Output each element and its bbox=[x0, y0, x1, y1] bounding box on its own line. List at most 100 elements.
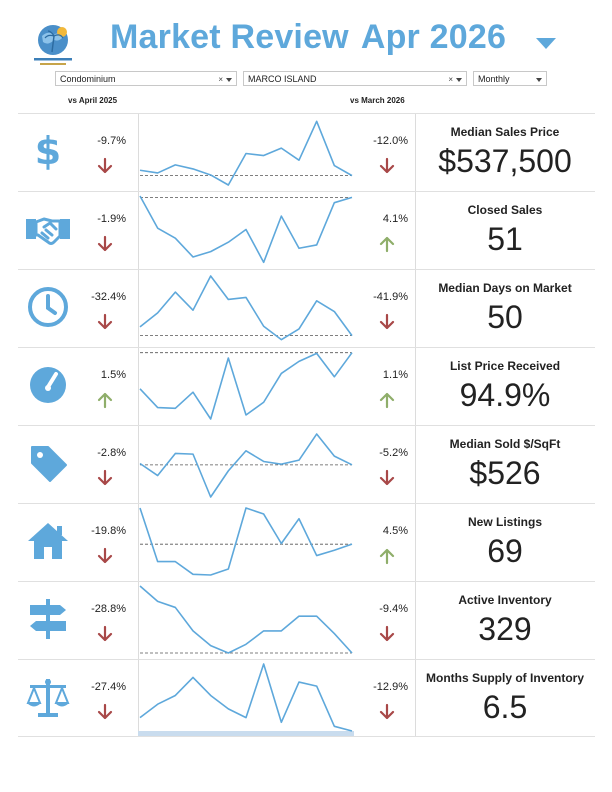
vs-year-change: -2.8% bbox=[97, 447, 126, 459]
metric-row: -28.8% -9.4% Active Inventory 329 bbox=[18, 581, 595, 659]
area-select[interactable]: MARCO ISLAND × bbox=[243, 71, 467, 86]
svg-text:$: $ bbox=[35, 129, 61, 173]
arrow-down-icon bbox=[97, 235, 113, 252]
row-divider bbox=[18, 269, 595, 270]
trend-line bbox=[139, 195, 353, 264]
trend-sparkline bbox=[139, 195, 353, 264]
row-divider bbox=[18, 581, 595, 582]
trend-sparkline bbox=[139, 352, 353, 420]
trend-sparkline bbox=[139, 585, 353, 654]
trend-line bbox=[139, 507, 353, 576]
vs-year-change: -28.8% bbox=[91, 603, 126, 615]
frequency-value: Monthly bbox=[478, 74, 510, 84]
arrow-down-icon bbox=[379, 469, 395, 486]
period-dropdown-icon[interactable] bbox=[536, 38, 556, 49]
chevron-down-icon[interactable] bbox=[226, 77, 232, 82]
handshake-icon bbox=[26, 217, 70, 245]
vs-month-change: 4.5% bbox=[382, 525, 408, 537]
metric-value: $537,500 bbox=[438, 143, 572, 179]
metric-row: $ -9.7% -12.0% Median Sales Price $537,500 bbox=[18, 113, 595, 191]
vs-month-change: -12.9% bbox=[373, 681, 408, 693]
column-divider bbox=[415, 113, 416, 736]
brand-logo-icon bbox=[34, 25, 72, 65]
trend-line bbox=[139, 352, 353, 420]
arrow-down-icon bbox=[379, 157, 395, 174]
clear-icon[interactable]: × bbox=[448, 75, 453, 84]
vs-year-change: -1.9% bbox=[97, 213, 126, 225]
vs-month-change: -9.4% bbox=[379, 603, 408, 615]
trend-line bbox=[139, 275, 353, 341]
trend-line bbox=[139, 433, 353, 498]
row-divider bbox=[18, 503, 595, 504]
metric-row: -2.8% -5.2% Median Sold $/SqFt $526 bbox=[18, 425, 595, 503]
title-text: Market Review bbox=[110, 18, 349, 56]
metric-value: 94.9% bbox=[459, 377, 551, 413]
row-divider bbox=[18, 113, 595, 114]
metric-value: $526 bbox=[469, 455, 541, 491]
arrow-down-icon bbox=[97, 313, 113, 330]
metric-row: 1.5% 1.1% List Price Received 94.9% bbox=[18, 347, 595, 425]
metric-name: Active Inventory bbox=[458, 593, 552, 607]
gauge-icon bbox=[30, 367, 66, 403]
scales-icon bbox=[26, 679, 70, 717]
arrow-up-icon bbox=[97, 392, 113, 409]
vs-year-label: vs April 2025 bbox=[68, 96, 118, 105]
vs-year-change: -32.4% bbox=[91, 291, 126, 303]
metric-row: -19.8% 4.5% New Listings 69 bbox=[18, 503, 595, 581]
trend-sparkline bbox=[138, 663, 354, 737]
row-divider bbox=[18, 659, 595, 660]
frequency-select[interactable]: Monthly bbox=[473, 71, 547, 86]
vs-month-change: -41.9% bbox=[373, 291, 408, 303]
table-bottom-border bbox=[18, 736, 595, 737]
metric-value: 51 bbox=[487, 221, 523, 257]
arrow-down-icon bbox=[97, 703, 113, 720]
vs-year-change: -19.8% bbox=[91, 525, 126, 537]
metric-name: Closed Sales bbox=[467, 203, 543, 217]
trend-sparkline bbox=[139, 275, 353, 341]
trend-line bbox=[139, 663, 353, 732]
trend-line bbox=[139, 585, 353, 654]
arrow-down-icon bbox=[97, 157, 113, 174]
metric-name: List Price Received bbox=[449, 359, 561, 373]
vs-year-change: -9.7% bbox=[97, 135, 126, 147]
scroll-band bbox=[138, 731, 354, 737]
arrow-up-icon bbox=[379, 392, 395, 409]
chevron-down-icon[interactable] bbox=[456, 77, 462, 82]
metric-value: 50 bbox=[487, 299, 523, 335]
metric-value: 69 bbox=[487, 533, 523, 569]
vs-month-change: -12.0% bbox=[373, 135, 408, 147]
vs-year-change: -27.4% bbox=[91, 681, 126, 693]
arrow-up-icon bbox=[379, 236, 395, 253]
report-period: Apr 2026 bbox=[360, 18, 507, 56]
price-tag-icon bbox=[31, 446, 67, 482]
vs-month-change: 4.1% bbox=[382, 213, 408, 225]
trend-sparkline bbox=[139, 507, 353, 576]
metric-name: Months Supply of Inventory bbox=[426, 671, 584, 685]
chevron-down-icon[interactable] bbox=[536, 77, 542, 82]
row-divider bbox=[18, 191, 595, 192]
arrow-down-icon bbox=[379, 703, 395, 720]
vs-year-change: 1.5% bbox=[100, 369, 126, 381]
trend-sparkline bbox=[139, 433, 353, 498]
property-type-value: Condominium bbox=[60, 74, 116, 84]
metric-value: 6.5 bbox=[482, 689, 528, 725]
row-divider bbox=[18, 425, 595, 426]
arrow-down-icon bbox=[97, 547, 113, 564]
metric-name: New Listings bbox=[467, 515, 542, 529]
clear-icon[interactable]: × bbox=[218, 75, 223, 84]
property-type-select[interactable]: Condominium × bbox=[55, 71, 237, 86]
trend-line bbox=[139, 120, 353, 186]
vs-month-label: vs March 2026 bbox=[350, 96, 405, 105]
arrow-down-icon bbox=[379, 625, 395, 642]
vs-month-change: 1.1% bbox=[382, 369, 408, 381]
arrow-down-icon bbox=[379, 313, 395, 330]
arrow-up-icon bbox=[379, 548, 395, 565]
metric-name: Median Sales Price bbox=[450, 125, 560, 139]
metric-row: -27.4% -12.9% Months Supply of Inventory 6.… bbox=[18, 659, 595, 737]
row-divider bbox=[18, 347, 595, 348]
dollar-icon: $ bbox=[35, 129, 61, 173]
metric-row: -32.4% -41.9% Median Days on Market 50 bbox=[18, 269, 595, 347]
trend-sparkline bbox=[139, 120, 353, 186]
metric-row: -1.9% 4.1% Closed Sales 51 bbox=[18, 191, 595, 269]
area-value: MARCO ISLAND bbox=[248, 74, 317, 84]
